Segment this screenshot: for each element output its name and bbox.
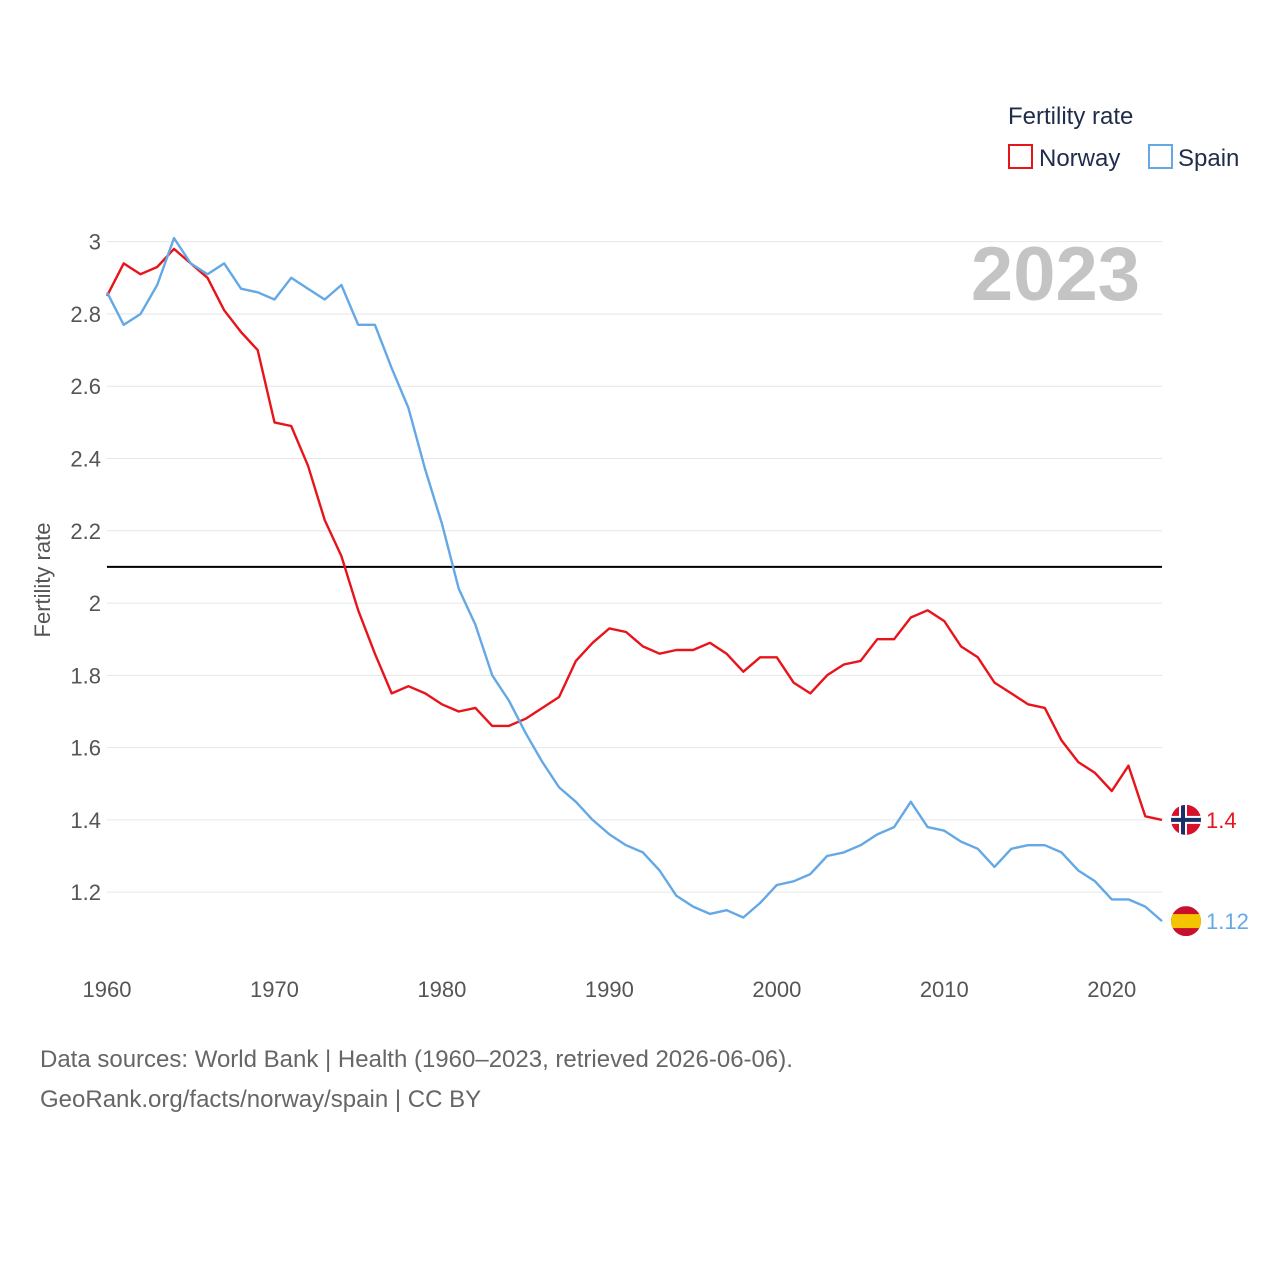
y-tick-label: 1.4 (70, 808, 101, 833)
end-value-label-spain: 1.12 (1206, 909, 1249, 934)
series-line-norway[interactable] (105, 247, 1163, 822)
x-tick-label: 1960 (83, 977, 132, 1002)
legend-title: Fertility rate (1008, 103, 1133, 130)
y-tick-label: 1.2 (70, 880, 101, 905)
y-tick-label: 2.8 (70, 302, 101, 327)
y-tick-label: 2.4 (70, 447, 101, 472)
y-tick-label: 3 (89, 230, 101, 255)
x-tick-label: 2000 (752, 977, 801, 1002)
x-tick-label: 1980 (417, 977, 466, 1002)
y-axis-ticks: 1.2 1.4 1.6 1.8 2 2.2 2.4 2.6 2.8 3 (70, 230, 101, 905)
x-tick-label: 2020 (1087, 977, 1136, 1002)
series-lines (105, 236, 1163, 923)
attribution-text: GeoRank.org/facts/norway/spain | CC BY (40, 1086, 482, 1113)
spain-flag-icon (1171, 906, 1201, 937)
y-tick-label: 2 (89, 591, 101, 616)
legend-swatch-norway[interactable] (1008, 144, 1033, 169)
legend-label-spain[interactable]: Spain (1178, 145, 1239, 172)
current-year-label: 2023 (971, 232, 1140, 317)
y-tick-label: 1.6 (70, 736, 101, 761)
series-line-spain[interactable] (105, 236, 1163, 923)
y-axis-title: Fertility rate (30, 523, 55, 638)
y-tick-label: 2.2 (70, 519, 101, 544)
x-tick-label: 1990 (585, 977, 634, 1002)
norway-flag-icon (1171, 804, 1201, 835)
y-tick-label: 2.6 (70, 374, 101, 399)
x-axis-ticks: 1960 1970 1980 1990 2000 2010 2020 (83, 977, 1137, 1002)
legend: Fertility rate Norway Spain (1008, 103, 1239, 172)
legend-label-norway[interactable]: Norway (1039, 145, 1120, 172)
line-chart: 1.21.41.61.822.22.42.62.83 1960 1970 1980 1… (30, 103, 1249, 1002)
x-tick-label: 2010 (920, 977, 969, 1002)
end-value-label-norway: 1.4 (1206, 808, 1237, 833)
y-tick-label: 1.8 (70, 663, 101, 688)
legend-swatch-spain[interactable] (1148, 144, 1173, 169)
data-source-text: Data sources: World Bank | Health (1960–… (40, 1046, 793, 1073)
x-tick-label: 1970 (250, 977, 299, 1002)
end-markers: 1.4 1.12 (1171, 804, 1249, 937)
grid-lines (107, 241, 1162, 893)
